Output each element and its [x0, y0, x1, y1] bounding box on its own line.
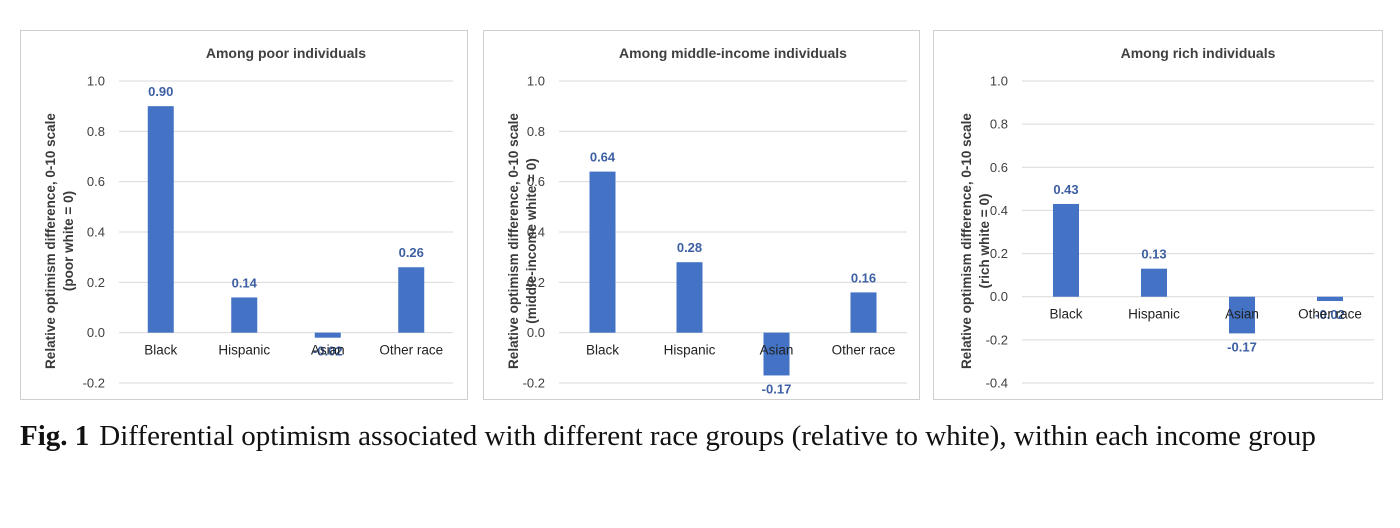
y-tick-label: 0.2 [527, 275, 545, 290]
y-tick-label: 0.6 [87, 174, 105, 189]
y-tick-label: 0.0 [87, 325, 105, 340]
bar [1317, 296, 1343, 302]
y-axis-label-sub: (rich white = 0) [977, 194, 992, 289]
category-label: Asian [1225, 307, 1259, 322]
figure-caption: Fig. 1 Differential optimism associated w… [20, 418, 1386, 454]
chart-panel-middle-income: Among middle-income individuals Relative … [483, 30, 920, 400]
chart-title: Among poor individuals [206, 45, 366, 61]
chart-title: Among rich individuals [1121, 45, 1276, 61]
y-axis-label: Relative optimism difference, 0-10 scale [43, 113, 58, 369]
chart-svg: Among poor individuals Relative optimism … [43, 45, 453, 391]
chart-panel-rich: Among rich individuals Relative optimism … [933, 30, 1383, 400]
y-tick-label: 0.0 [990, 289, 1008, 304]
category-label: Hispanic [1128, 307, 1180, 322]
chart-svg: Among rich individuals Relative optimism … [959, 45, 1374, 391]
data-label: 0.26 [399, 245, 424, 260]
y-tick-label: 1.0 [990, 74, 1008, 89]
figure-caption-text: Differential optimism associated with di… [99, 420, 1316, 452]
data-label: 0.16 [851, 270, 876, 285]
chart-title: Among middle-income individuals [619, 45, 847, 61]
category-label: Hispanic [218, 343, 270, 358]
category-label: Other race [832, 343, 896, 358]
data-label: 0.13 [1141, 247, 1166, 262]
category-label: Asian [760, 343, 794, 358]
data-label: -0.17 [1227, 339, 1257, 354]
data-label: -0.02 [1315, 307, 1345, 322]
y-axis-label: Relative optimism difference, 0-10 scale [959, 113, 974, 369]
y-tick-label: 0.2 [87, 275, 105, 290]
bar [1053, 203, 1079, 297]
category-label: Black [144, 343, 177, 358]
y-tick-label: 0.8 [87, 124, 105, 139]
y-axis-label-sub: (middle-income white = 0) [524, 158, 539, 323]
bar [147, 106, 174, 333]
data-label: 0.64 [590, 150, 616, 165]
y-axis-label-sub: (poor white = 0) [61, 191, 76, 291]
bar [676, 262, 703, 333]
bar [850, 292, 877, 333]
bar [1141, 268, 1167, 297]
y-tick-label: 0.6 [990, 160, 1008, 175]
chart-panel-poor: Among poor individuals Relative optimism … [20, 30, 468, 400]
category-label: Hispanic [664, 343, 716, 358]
data-label: 0.90 [148, 84, 173, 99]
data-label: -0.02 [313, 344, 343, 359]
y-tick-label: 0.8 [990, 117, 1008, 132]
y-tick-label: -0.2 [83, 376, 105, 391]
y-tick-label: 0.6 [527, 174, 545, 189]
category-label: Other race [379, 343, 443, 358]
data-label: 0.28 [677, 240, 702, 255]
y-tick-label: -0.2 [986, 332, 1008, 347]
y-tick-label: 0.0 [527, 325, 545, 340]
y-tick-label: -0.4 [986, 376, 1008, 391]
category-label: Asian [311, 343, 345, 358]
bar [398, 267, 425, 333]
y-tick-label: 0.4 [87, 225, 105, 240]
y-tick-label: 0.2 [990, 246, 1008, 261]
bar [231, 297, 258, 333]
chart-svg: Among middle-income individuals Relative … [506, 45, 907, 396]
bar [314, 332, 341, 338]
data-label: 0.43 [1053, 182, 1078, 197]
bar [1229, 296, 1255, 334]
y-tick-label: 0.8 [527, 124, 545, 139]
data-label: -0.17 [762, 381, 792, 396]
y-tick-label: 1.0 [527, 74, 545, 89]
bar [589, 171, 616, 333]
y-tick-label: 0.4 [527, 225, 545, 240]
category-label: Other race [1298, 307, 1362, 322]
figure-caption-label: Fig. 1 [20, 420, 90, 452]
category-label: Black [1049, 307, 1082, 322]
bar [763, 332, 790, 376]
category-label: Black [586, 343, 619, 358]
y-tick-label: 0.4 [990, 203, 1008, 218]
y-axis-label: Relative optimism difference, 0-10 scale [506, 113, 521, 369]
y-tick-label: -0.2 [523, 376, 545, 391]
y-tick-label: 1.0 [87, 74, 105, 89]
data-label: 0.14 [232, 275, 258, 290]
